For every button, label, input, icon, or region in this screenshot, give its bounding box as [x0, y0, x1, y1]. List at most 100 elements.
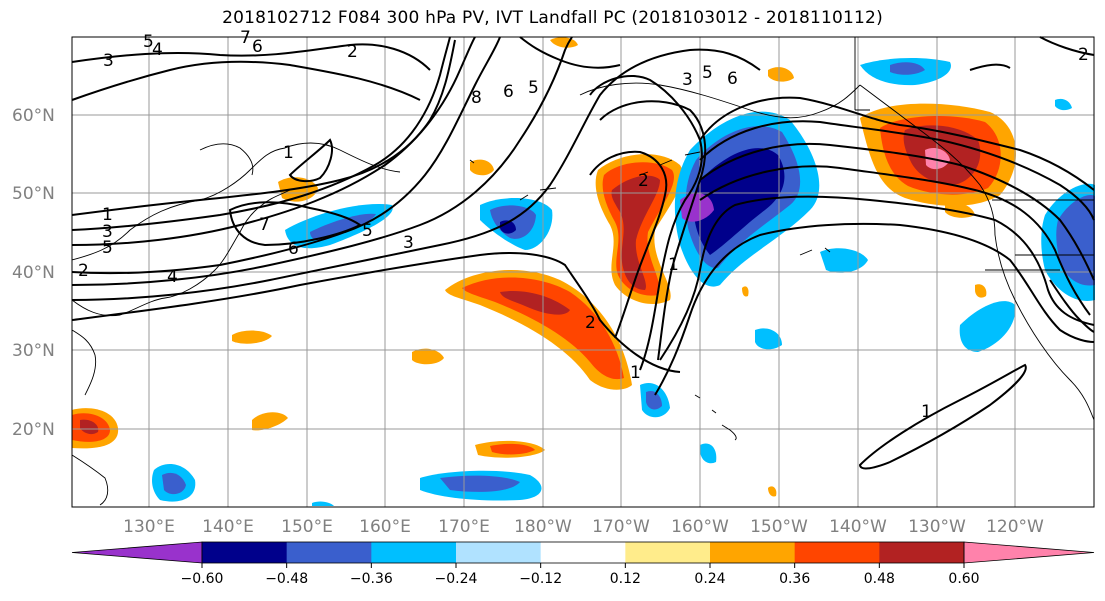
colorbar-tick-label: 0.48 [864, 571, 895, 587]
shading-blob [611, 175, 660, 290]
colorbar-tick-label: −0.36 [350, 571, 393, 587]
contour-label: 2 [78, 261, 89, 281]
colorbar-tick-label: −0.12 [519, 571, 562, 587]
map-title: 2018102712 F084 300 hPa PV, IVT Landfall… [222, 8, 883, 28]
contour-label: 5 [362, 221, 373, 241]
contour-label: 4 [167, 267, 178, 287]
contour-label: 5 [143, 32, 154, 52]
lon-label: 170°E [438, 517, 490, 537]
contour-label: 2 [585, 313, 596, 333]
lon-label: 170°W [592, 517, 650, 537]
lon-label: 120°W [986, 517, 1044, 537]
colorbar-tick-label: 0.24 [694, 571, 725, 587]
shading-blob [700, 443, 717, 464]
shading-blob [1055, 98, 1072, 111]
lon-label: 140°E [202, 517, 254, 537]
shading-blob [278, 177, 318, 202]
shading-blob [412, 348, 444, 365]
colorbar-tick-label: −0.60 [181, 571, 224, 587]
shading-blob [550, 37, 578, 48]
lat-label: 30°N [12, 341, 55, 361]
pv-contours [71, 36, 1095, 470]
contour-label: 6 [288, 239, 299, 259]
shading-blob [959, 301, 1016, 352]
shading-blob [768, 486, 777, 497]
lon-label: 130°W [908, 517, 966, 537]
colorbar-segment [456, 542, 542, 563]
contour-label: 6 [252, 37, 263, 57]
colorbar-tick-label: 0.36 [779, 571, 810, 587]
contour-label: 2 [1078, 45, 1089, 65]
colorbar-segment [202, 542, 288, 563]
lat-label: 50°N [12, 184, 55, 204]
shading-blob [312, 501, 334, 506]
shading-blob [310, 213, 376, 241]
contour-label: 7 [240, 28, 251, 48]
colorbar-segment [371, 542, 457, 563]
longitude-labels: 130°E 140°E 150°E 160°E 170°E 180°W 170°… [123, 517, 1044, 537]
colorbar-tick-label: 0.60 [948, 571, 979, 587]
colorbar-ticks: −0.60 −0.48 −0.36 −0.24 −0.12 0.12 0.24 0.36 0.4… [181, 563, 980, 587]
contour-label: 3 [403, 233, 414, 253]
shading-blob [462, 277, 624, 380]
shading-blob [742, 286, 749, 297]
colorbar-tick-label: −0.48 [265, 571, 308, 587]
contour-label: 4 [152, 40, 163, 60]
contour-label: 7 [259, 215, 270, 235]
shading-blob [500, 290, 570, 315]
colorbar-segment [540, 542, 626, 563]
contour-label: 6 [727, 69, 738, 89]
contour-labels: 3 4 5 6 7 8 6 5 2 1 1 3 5 2 4 7 6 5 3 2 … [78, 28, 1089, 422]
contour-label: 5 [528, 78, 539, 98]
contour-label: 1 [283, 143, 294, 163]
lon-label: 140°W [829, 517, 887, 537]
colorbar-segment [963, 541, 1095, 564]
colorbar: −0.60 −0.48 −0.36 −0.24 −0.12 0.12 0.24 0.36 0.4… [71, 541, 1095, 587]
contour-label: 3 [103, 51, 114, 71]
shading-blob [232, 330, 272, 344]
contour-label: 3 [102, 222, 113, 242]
contour-label: 1 [102, 205, 113, 225]
colorbar-segment [879, 542, 965, 563]
contour-label: 3 [682, 70, 693, 90]
lon-label: 150°E [281, 517, 333, 537]
shading-blob [890, 62, 925, 75]
shading-blob [490, 443, 535, 455]
contour-label: 2 [638, 171, 649, 191]
lon-label: 160°E [359, 517, 411, 537]
colorbar-segments [71, 541, 1095, 564]
shading-blob [80, 419, 99, 435]
shading-blob [440, 475, 520, 492]
lon-label: 130°E [123, 517, 175, 537]
contour-label: 1 [630, 363, 641, 383]
shading-blob [646, 390, 662, 410]
shading-blob [820, 248, 868, 273]
shading-blob [755, 328, 782, 350]
colorbar-outline [201, 541, 965, 564]
lat-label: 40°N [12, 263, 55, 283]
colorbar-tick-label: −0.24 [435, 571, 478, 587]
colorbar-segment [794, 542, 880, 563]
lon-label: 150°W [750, 517, 808, 537]
colorbar-segment [286, 542, 372, 563]
graticule [72, 37, 1094, 507]
contour-label: 1 [921, 402, 932, 422]
shading-blob [252, 412, 288, 431]
lon-label: 180°W [514, 517, 572, 537]
contour-label: 8 [471, 88, 482, 108]
colorbar-segment [71, 541, 203, 564]
contour-label: 6 [503, 82, 514, 102]
lat-label: 60°N [12, 106, 55, 126]
shading-blob [975, 284, 987, 298]
colorbar-tick-label: 0.12 [610, 571, 641, 587]
latitude-labels: 60°N 50°N 40°N 30°N 20°N [12, 106, 55, 440]
shading-blob [470, 159, 494, 176]
colorbar-segment [625, 542, 711, 563]
contour-label: 2 [347, 42, 358, 62]
shading-blob [162, 472, 186, 495]
shading-blob [768, 67, 794, 82]
map-frame [71, 36, 1095, 508]
contour-label: 1 [668, 255, 679, 275]
lat-label: 20°N [12, 420, 55, 440]
